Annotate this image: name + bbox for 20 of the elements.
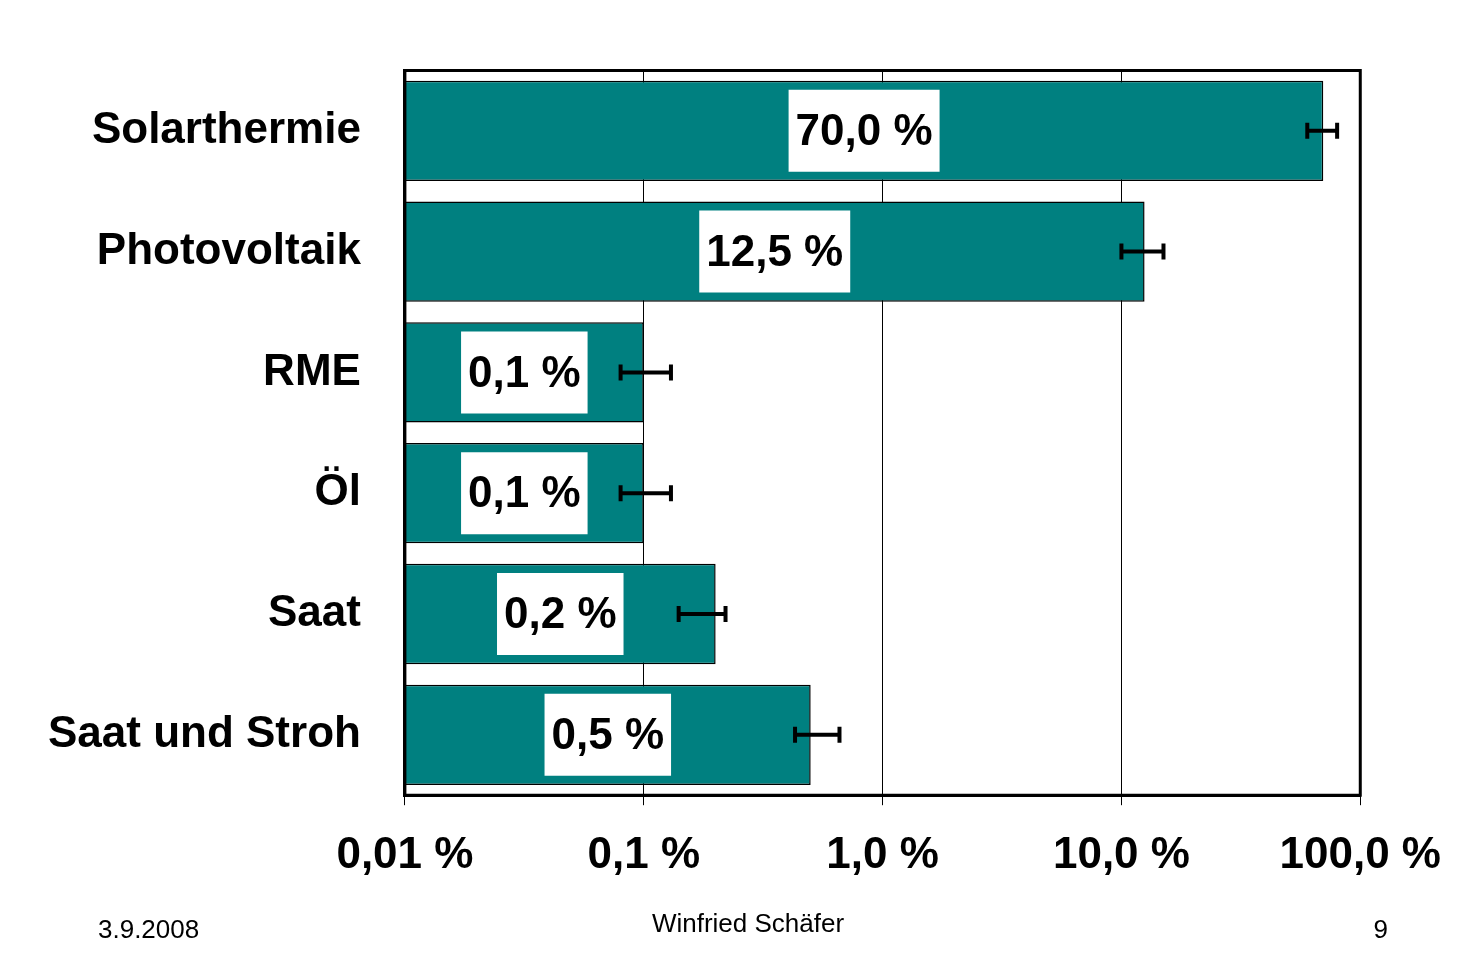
x-tick-label: 0,01 %	[336, 827, 474, 877]
text: 9	[1373, 914, 1388, 944]
x-tick-label: 0,1 %	[587, 827, 700, 877]
data-label: 12,5 %	[706, 225, 844, 275]
y-tick-label: Photovoltaik	[96, 223, 362, 273]
x-tick-label: 100,0 %	[1279, 827, 1442, 877]
y-tick-label: Öl	[314, 465, 361, 515]
text: Winfried Schäfer	[651, 908, 845, 938]
y-tick-label: Solarthermie	[91, 102, 361, 152]
x-tick-label: 10,0 %	[1052, 827, 1190, 877]
text: 3.9.2008	[98, 914, 200, 944]
data-label: 0,2 %	[504, 588, 617, 638]
data-label: 70,0 %	[795, 104, 933, 154]
data-label: 0,5 %	[551, 708, 665, 758]
y-tick-label: Saat und Stroh	[47, 706, 361, 756]
data-label: 0,1 %	[468, 467, 581, 517]
y-tick-label: RME	[263, 344, 361, 394]
x-tick-label: 1,0 %	[826, 827, 939, 877]
data-label: 0,1 %	[468, 346, 581, 396]
y-tick-label: Saat	[267, 586, 362, 636]
